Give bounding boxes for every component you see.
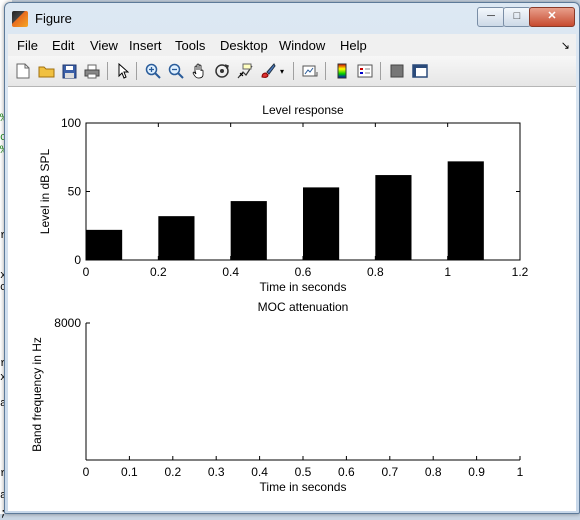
- background-code-glyph: a: [0, 398, 7, 410]
- x-tick-label: 0.4: [251, 465, 268, 479]
- save-icon[interactable]: [60, 62, 78, 80]
- x-tick-label: 0.7: [381, 465, 398, 479]
- bar: [375, 175, 412, 260]
- toolbar-separator: [293, 62, 294, 80]
- background-code-glyph: %: [0, 113, 7, 125]
- colorbar-icon[interactable]: [333, 62, 351, 80]
- y-tick-label: 50: [68, 185, 82, 199]
- plot-area: 0 0.2 0.4 0.6 0.8 1 1.2 0 50 100 Level response Tim…: [30, 103, 529, 494]
- toolbar-separator: [107, 62, 108, 80]
- y-axis-label: Level in dB SPL: [38, 148, 52, 234]
- x-tick-label: 0: [83, 465, 90, 479]
- new-figure-icon[interactable]: [14, 62, 32, 80]
- figure-window: Figure ─ □ ✕ File Edit View Insert Tools…: [4, 2, 580, 514]
- brush-icon[interactable]: [259, 62, 277, 80]
- background-code-glyph: %: [0, 145, 7, 157]
- chart-title-level-response: Level response: [262, 103, 344, 117]
- menu-edit[interactable]: Edit: [52, 38, 75, 53]
- data-cursor-icon[interactable]: [236, 62, 254, 80]
- x-axis-label: Time in seconds: [260, 280, 347, 294]
- x-tick-label: 0.6: [338, 465, 355, 479]
- bar: [303, 187, 340, 260]
- x-tick-label: 0.3: [208, 465, 225, 479]
- bar: [158, 216, 195, 260]
- y-tick-label: 100: [61, 116, 81, 130]
- bar: [230, 201, 267, 260]
- brush-dropdown-icon[interactable]: ▾: [279, 66, 284, 76]
- x-tick-label: 0.5: [295, 465, 312, 479]
- print-icon[interactable]: [83, 62, 101, 80]
- figure-toolbar: ▾: [8, 56, 576, 87]
- close-button[interactable]: ✕: [529, 7, 575, 27]
- link-plot-icon[interactable]: [301, 62, 319, 80]
- background-code-glyph: r: [0, 468, 7, 480]
- x-tick-label: 0: [83, 265, 90, 279]
- x-tick-label: 0.8: [425, 465, 442, 479]
- x-tick-label: 0.9: [468, 465, 485, 479]
- minimize-button[interactable]: ─: [477, 7, 505, 27]
- zoom-in-icon[interactable]: [144, 62, 162, 80]
- background-code-glyph: c: [0, 282, 7, 294]
- toolbar-separator: [136, 62, 137, 80]
- x-tick-label: 0.6: [295, 265, 312, 279]
- zoom-out-icon[interactable]: [167, 62, 185, 80]
- y-tick-label: 8000: [54, 316, 81, 330]
- x-tick-label: 1: [517, 465, 524, 479]
- background-code-glyph: c: [0, 132, 7, 144]
- maximize-button[interactable]: □: [503, 7, 531, 27]
- menu-file[interactable]: File: [17, 38, 38, 53]
- menu-view[interactable]: View: [90, 38, 118, 53]
- menu-bar: File Edit View Insert Tools Desktop Wind…: [8, 34, 576, 56]
- menu-tools[interactable]: Tools: [175, 38, 206, 53]
- window-title: Figure: [35, 11, 72, 26]
- legend-icon[interactable]: [356, 62, 374, 80]
- x-tick-label: 0.2: [150, 265, 167, 279]
- background-code-glyph: x: [0, 270, 7, 282]
- rotate-3d-icon[interactable]: [213, 62, 231, 80]
- y-axis-label: Band frequency in Hz: [30, 337, 44, 452]
- background-code-glyph: r: [0, 358, 7, 370]
- toolbar-separator: [325, 62, 326, 80]
- hide-plot-tools-icon[interactable]: [388, 62, 406, 80]
- menu-insert[interactable]: Insert: [129, 38, 162, 53]
- x-tick-label: 0.4: [222, 265, 239, 279]
- toolbar-separator: [380, 62, 381, 80]
- open-file-icon[interactable]: [37, 62, 55, 80]
- bar: [447, 161, 484, 260]
- dock-figure-icon[interactable]: ↘: [560, 40, 570, 52]
- x-tick-label: 0.1: [121, 465, 138, 479]
- y-tick-label: 0: [74, 253, 81, 267]
- pan-hand-icon[interactable]: [190, 62, 208, 80]
- show-plot-tools-icon[interactable]: [411, 62, 429, 80]
- x-tick-label: 0.2: [164, 465, 181, 479]
- title-bar[interactable]: Figure ─ □ ✕: [5, 3, 579, 33]
- chart-title-moc-attenuation: MOC attenuation: [258, 300, 349, 314]
- edit-plot-arrow-icon[interactable]: [114, 62, 132, 80]
- matlab-logo-icon: [12, 11, 28, 27]
- menu-help[interactable]: Help: [340, 38, 367, 53]
- menu-window[interactable]: Window: [279, 38, 326, 53]
- menu-desktop[interactable]: Desktop: [220, 38, 268, 53]
- figure-canvas[interactable]: 0 0.2 0.4 0.6 0.8 1 1.2 0 50 100 Level response Tim…: [8, 87, 576, 511]
- background-code-glyph: a: [0, 490, 7, 502]
- bar: [86, 229, 123, 260]
- x-tick-label: 0.8: [367, 265, 384, 279]
- x-tick-label: 1.2: [512, 265, 529, 279]
- x-tick-label: 1: [444, 265, 451, 279]
- background-code-glyph: x: [0, 372, 7, 384]
- x-axis-label: Time in seconds: [260, 480, 347, 494]
- background-code-glyph: r: [0, 230, 7, 242]
